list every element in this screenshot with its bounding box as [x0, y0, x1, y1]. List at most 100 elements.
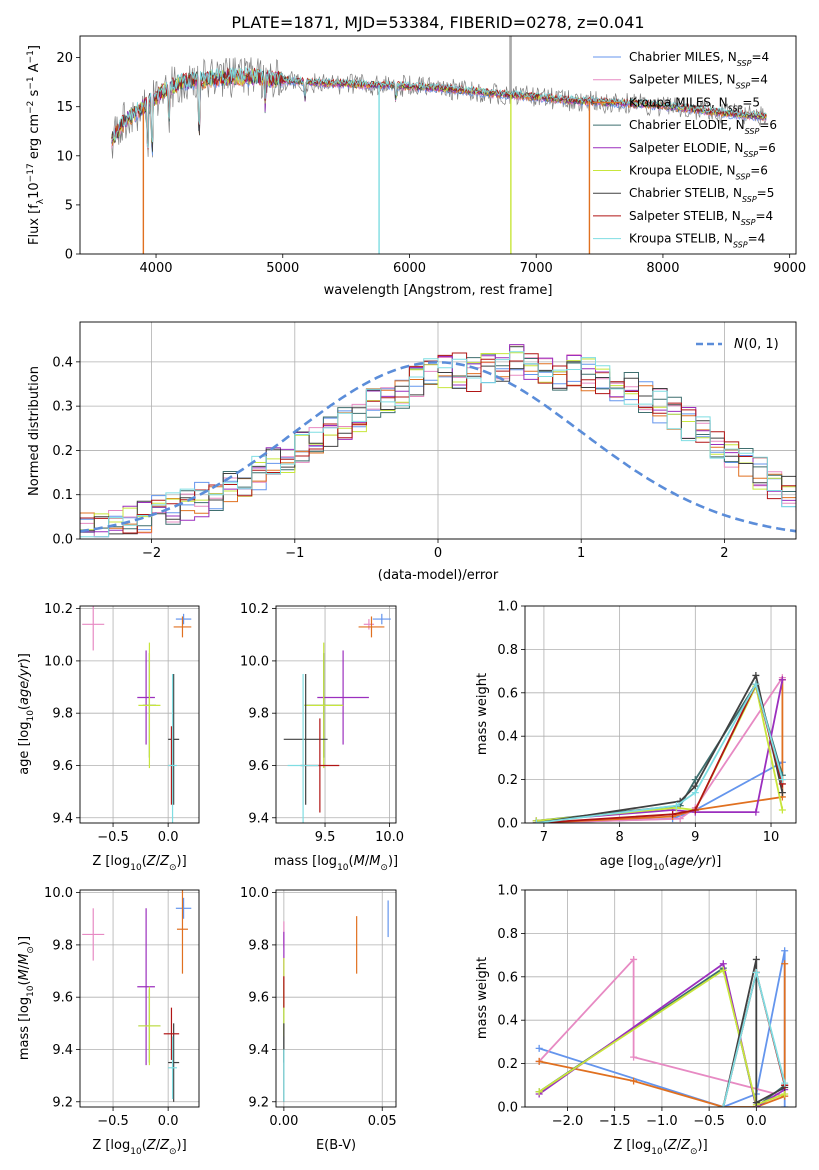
spectrum-y-label-part: A — [27, 63, 42, 76]
weight-marker-kroupa_elodie — [719, 966, 727, 974]
y-tick-label: 0.8 — [497, 927, 518, 942]
z-mass-y-label-part: / — [17, 964, 32, 969]
legend-nssp-value: =6 — [758, 141, 776, 155]
x-tick-label: 0.0 — [158, 1114, 179, 1129]
spectrum-y-label-part: 10 — [27, 182, 42, 199]
x-tick-label: 7000 — [520, 261, 553, 276]
ebv-mass-x-label: E(B-V) — [316, 1138, 356, 1153]
errorbar-point-chabrier_stelib — [283, 673, 328, 805]
y-tick-label: 10 — [56, 149, 73, 164]
y-tick-label: 15 — [56, 100, 73, 115]
age-weight-x-label: age [log10(age/yr)] — [600, 854, 722, 873]
weight-marker-kroupa_stelib — [532, 819, 540, 823]
mass-age-x-label-part: )] — [388, 854, 398, 869]
weight-line-chabrier_stelib — [722, 959, 786, 1107]
x-tick-label: −2 — [142, 546, 161, 561]
z-weight-x-label-part: Z [log — [613, 1138, 651, 1153]
y-tick-label: 0.1 — [52, 488, 73, 503]
errorbar-point-kroupa_elodie — [304, 642, 344, 769]
z_vs_age-axes: −0.5 0.0 9.4 9.6 9.8 10.0 10.2 — [44, 602, 200, 845]
weight-marker-salpeter_miles — [630, 955, 638, 963]
legend-model-name: Kroupa ELODIE, N — [629, 164, 736, 178]
z-weight-x-label-part: Z — [667, 1138, 678, 1153]
legend-nssp-value: =4 — [755, 209, 773, 223]
age-weight-x-label-part: 10 — [653, 863, 665, 873]
mass-age-x-label-part: / — [365, 854, 370, 869]
weight-line-salpeter_miles — [536, 677, 784, 823]
weight-marker-chabrier_miles — [781, 1103, 789, 1107]
y-tick-label: 9.8 — [52, 707, 73, 722]
z-mass-y-label-part: M — [17, 969, 32, 980]
axes-frame — [275, 889, 397, 1108]
weight-marker-kroupa_elodie — [781, 1090, 789, 1098]
figure-title: PLATE=1871, MJD=53384, FIBERID=0278, z=0… — [231, 13, 644, 32]
z-mass-y-label-part: 10 — [26, 985, 36, 997]
z-age-x-label-part: Z — [159, 854, 170, 869]
x-tick-label: 0.0 — [746, 1114, 767, 1129]
y-tick-label: 0.0 — [497, 817, 518, 832]
z-age-y-label-part: age/yr — [17, 662, 32, 705]
y-tick-label: 9.4 — [248, 1043, 269, 1058]
legend-entry-kroupa_elodie: Kroupa ELODIE, NSSP=6 — [629, 164, 768, 182]
spectrum-y-label: Flux [fλ10−17 erg cm−2 s−1 A−1] — [26, 45, 46, 245]
axes-frame — [524, 889, 797, 1108]
y-tick-label: 0.0 — [497, 1101, 518, 1116]
legend-ssp-sub: SSP — [742, 195, 757, 204]
errorbar-point-kroupa_miles — [176, 890, 188, 974]
y-tick-label: 0.4 — [52, 355, 73, 370]
axes-frame — [79, 35, 797, 255]
legend-model-name: Salpeter ELODIE, N — [629, 141, 743, 155]
z-mass-y-label: mass [log10(M/M⊙)] — [17, 936, 36, 1060]
errorbar-point-salpeter_elodie — [317, 650, 369, 745]
errorbar-point-chabrier_miles — [372, 613, 391, 625]
weight-marker-kroupa_stelib — [691, 789, 699, 797]
errorbar-point-chabrier_miles — [175, 613, 192, 625]
y-tick-label: 9.4 — [52, 811, 73, 826]
x-tick-label: 6000 — [393, 261, 426, 276]
x-tick-label: −1.5 — [599, 1114, 631, 1129]
weight-marker-salpeter_elodie — [778, 676, 786, 684]
spectrum-y-label-part: ] — [27, 45, 42, 50]
z-age-x-label-part: )] — [177, 854, 187, 869]
residual-hist-salpeter_miles — [80, 354, 796, 539]
mass-age-x-label-part: 10 — [337, 863, 349, 873]
errorbar-point-salpeter_elodie — [137, 650, 155, 745]
plot-layer: 4000 5000 6000 7000 8000 900005101520waveleng… — [17, 35, 806, 1157]
z-mass-y-label-part: M — [17, 954, 32, 965]
z-mass-x-label-part: Z [log — [92, 1138, 130, 1153]
legend-model-name: Salpeter STELIB, N — [629, 209, 741, 223]
y-tick-label: 5 — [65, 198, 73, 213]
spectrum-y-label-part: s — [27, 89, 42, 100]
z-age-y-label: age [log10(age/yr)] — [17, 653, 36, 775]
weight-marker-kroupa_stelib — [781, 1079, 789, 1087]
legend-nssp-value: =4 — [748, 232, 766, 246]
y-tick-label: 1.0 — [497, 600, 518, 615]
age-weight-y-label: mass weight — [475, 673, 490, 755]
z-mass-x-label-part: Z — [159, 1138, 170, 1153]
z-weight-x-label: Z [log10(Z/Z⊙)] — [613, 1138, 707, 1157]
weight-marker-kroupa_miles — [535, 1057, 543, 1065]
z-mass-x-label-part: / — [156, 1138, 161, 1153]
z-weight-x-label-part: 10 — [651, 1147, 663, 1157]
errorbar-point-kroupa_miles — [173, 616, 192, 638]
z-weight-x-label-part: ( — [663, 1138, 668, 1153]
legend-nssp-value: =4 — [751, 50, 769, 64]
x-tick-label: 10 — [763, 830, 780, 845]
z-mass-x-label-part: )] — [177, 1138, 187, 1153]
legend-ssp-sub: SSP — [728, 104, 743, 113]
mass-age-x-label-part: M — [369, 854, 380, 869]
y-tick-label: 9.6 — [52, 759, 73, 774]
z-age-y-label-part: ( — [17, 705, 32, 710]
z-mass-y-label-part: ⊙ — [26, 946, 36, 954]
legend-nssp-value: =5 — [757, 186, 775, 200]
errorbar-point-chabrier_miles — [175, 897, 192, 919]
legend-model-name: Kroupa MILES, N — [629, 95, 728, 109]
z-mass-y-label-part: mass [log — [17, 997, 32, 1060]
x-tick-label: 5000 — [266, 261, 299, 276]
legend-entry-gaussian: N(0, 1) — [734, 337, 779, 352]
z_vs_weight-axes: −2.0 −1.5 −1.0 −0.5 0.0 0.0 0.2 0.4 0.6 0.8 1.0 — [497, 884, 797, 1129]
legend-nssp-value: =6 — [750, 164, 768, 178]
ebv_vs_mass-plot-area — [283, 900, 389, 1102]
errorbar-point-kroupa_elodie — [138, 642, 161, 769]
